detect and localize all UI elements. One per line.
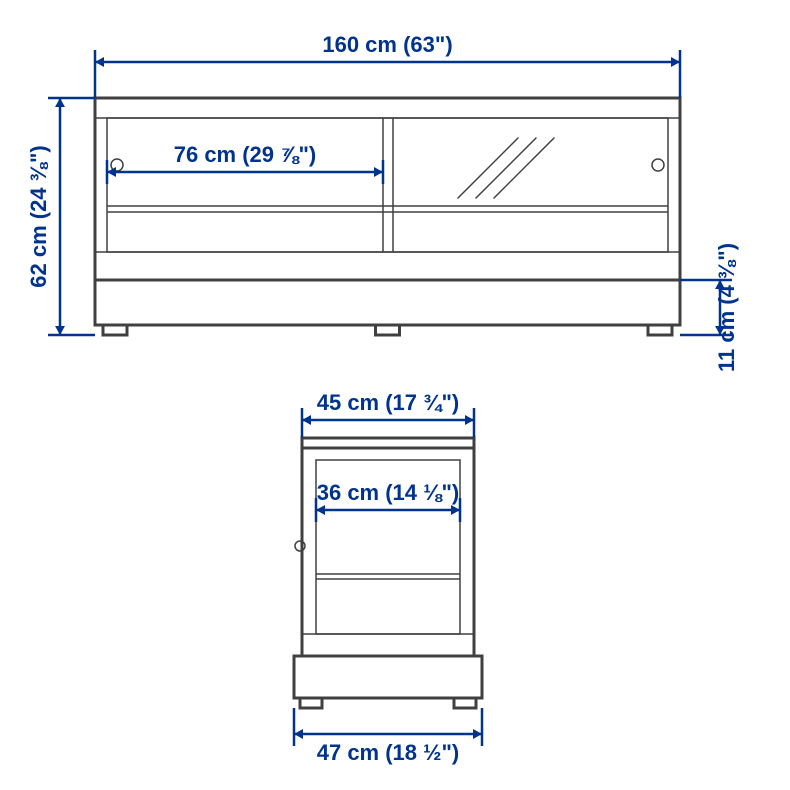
front-foot-0 (103, 325, 127, 335)
arrowhead (95, 57, 104, 67)
side-foot-r (454, 698, 476, 708)
dim-width-top-label: 160 cm (63") (322, 32, 452, 57)
front-view (95, 98, 680, 335)
dim-plinth-right-label: 11 cm (4 ⅜") (714, 243, 739, 372)
arrowhead (473, 729, 482, 739)
front-plinth (95, 280, 680, 325)
dim-side-inner-label: 36 cm (14 ⅛") (317, 480, 460, 505)
front-foot-2 (648, 325, 672, 335)
side-foot-l (300, 698, 322, 708)
arrowhead (671, 57, 680, 67)
arrowhead (294, 729, 303, 739)
dim-opening-front-label: 76 cm (29 ⅞") (174, 142, 317, 167)
dim-side-top-label: 45 cm (17 ¾") (317, 390, 460, 415)
arrowhead (55, 326, 65, 335)
arrowhead (55, 98, 65, 107)
side-view (294, 438, 482, 708)
side-plinth (294, 656, 482, 698)
arrowhead (465, 415, 474, 425)
front-foot-1 (376, 325, 400, 335)
dim-side-bottom-label: 47 cm (18 ½") (317, 740, 460, 765)
arrowhead (302, 415, 311, 425)
dim-height-left-label: 62 cm (24 ⅜") (26, 145, 51, 288)
